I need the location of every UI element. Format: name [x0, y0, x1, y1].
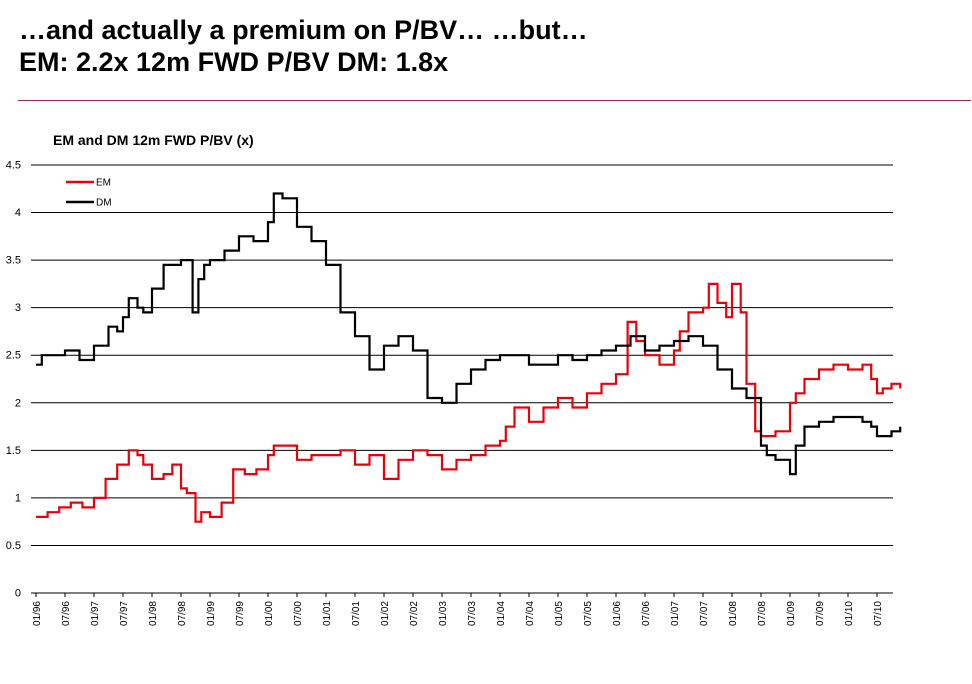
x-tick-label: 01/96	[32, 601, 43, 626]
x-tick-label: 01/06	[612, 601, 623, 626]
headline-line-2: EM: 2.2x 12m FWD P/BV DM: 1.8x	[19, 47, 449, 77]
x-tick-label: 01/10	[844, 601, 855, 626]
series-line-dm	[36, 192, 902, 476]
x-axis-tick-labels: 01/96 07/96 01/97 07/97 01/98 07/98 01/99 07/99…	[32, 601, 884, 626]
y-tick-label: 4.5	[6, 160, 21, 172]
x-tick-label: 07/09	[815, 601, 826, 626]
x-tick-label: 01/99	[206, 601, 217, 626]
x-tick-label: 07/04	[525, 601, 536, 626]
x-tick-label: 07/05	[583, 601, 594, 626]
x-tick-label: 01/98	[148, 601, 159, 626]
x-tick-label: 07/01	[351, 601, 362, 626]
x-tick-label: 01/02	[380, 601, 391, 626]
x-tick-label: 07/08	[757, 601, 768, 626]
chart-title: EM and DM 12m FWD P/BV (x)	[53, 132, 254, 148]
y-tick-label: 2.5	[6, 350, 21, 362]
x-tick-label: 07/96	[61, 601, 72, 626]
x-tick-label: 01/97	[90, 601, 101, 626]
headline: …and actually a premium on P/BV… …but… E…	[19, 14, 588, 78]
x-tick-label: 01/04	[496, 601, 507, 626]
y-tick-label: 1	[15, 492, 21, 504]
y-tick-label: 0	[15, 588, 21, 600]
x-tick-label: 01/08	[728, 601, 739, 626]
series-lines	[36, 192, 902, 523]
x-tick-label: 07/10	[873, 601, 884, 626]
x-tick-label: 07/03	[467, 601, 478, 626]
x-tick-label: 01/05	[554, 601, 565, 626]
y-tick-label: 4	[15, 207, 21, 219]
x-tick-label: 01/01	[322, 601, 333, 626]
x-tick-label: 07/02	[409, 601, 420, 626]
legend-label-dm: DM	[96, 198, 112, 209]
y-tick-label: 3	[15, 302, 21, 314]
y-tick-label: 1.5	[6, 445, 21, 457]
x-tick-label: 01/03	[438, 601, 449, 626]
x-tick-label: 07/99	[235, 601, 246, 626]
x-tick-label: 01/07	[670, 601, 681, 626]
y-tick-label: 0.5	[6, 540, 21, 552]
x-tick-label: 07/97	[119, 601, 130, 626]
x-tick-label: 01/00	[264, 601, 275, 626]
y-tick-label: 3.5	[6, 255, 21, 267]
title-divider	[18, 100, 971, 101]
legend: EM DM	[66, 178, 112, 209]
x-tick-label: 01/09	[786, 601, 797, 626]
y-axis-tick-labels: 0 0.5 1 1.5 2 2.5 3 3.5 4 4.5	[6, 160, 21, 600]
x-tick-label: 07/98	[177, 601, 188, 626]
series-line-em	[36, 282, 902, 523]
x-tick-label: 07/07	[699, 601, 710, 626]
x-tick-label: 07/00	[293, 601, 304, 626]
y-tick-label: 2	[15, 397, 21, 409]
legend-label-em: EM	[96, 178, 111, 189]
x-tick-label: 07/06	[641, 601, 652, 626]
headline-line-1: …and actually a premium on P/BV… …but…	[19, 15, 588, 45]
gridlines	[31, 164, 893, 597]
